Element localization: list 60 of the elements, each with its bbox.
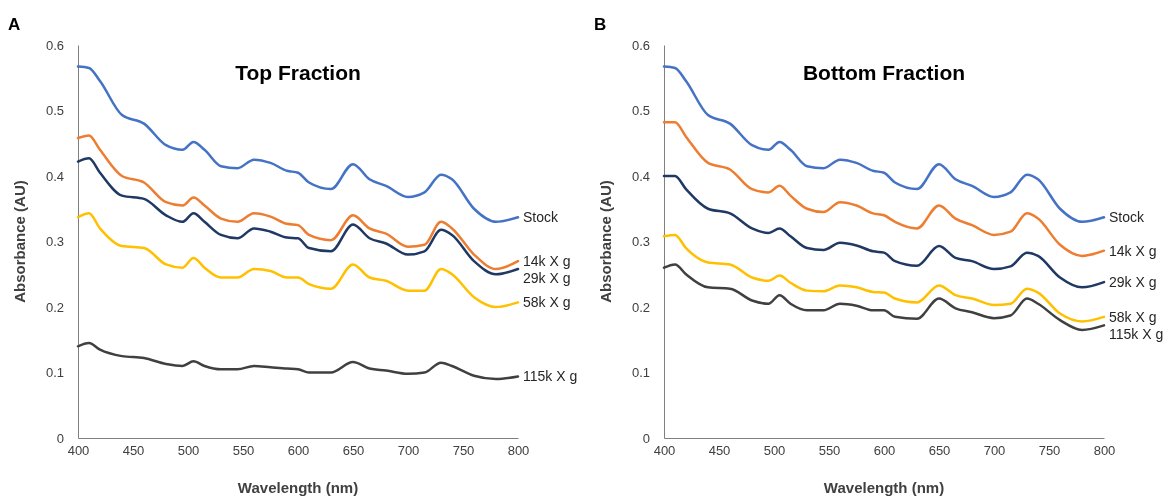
- x-tick-label: 700: [397, 443, 420, 459]
- series-label: 115k X g: [1109, 325, 1164, 342]
- x-tick-label: 800: [1093, 443, 1116, 459]
- x-tick-label: 450: [708, 443, 731, 459]
- y-tick-label: 0.1: [631, 365, 650, 381]
- series-label: 29k X g: [523, 270, 571, 287]
- x-axis-title: Wavelength (nm): [823, 479, 945, 496]
- series-label: Stock: [1109, 209, 1146, 226]
- line-series: [76, 134, 520, 271]
- x-tick-label: 400: [653, 443, 676, 459]
- y-tick-label: 0.2: [631, 299, 650, 315]
- y-tick-label: 0.3: [45, 234, 64, 250]
- y-tick-label: 0: [642, 430, 650, 446]
- y-tick-label: 0.3: [631, 234, 650, 250]
- x-tick-label: 550: [818, 443, 841, 459]
- text: Top Fraction: [235, 61, 361, 84]
- text: B: [594, 15, 607, 34]
- series-label: 115k X g: [523, 368, 578, 385]
- line-series: [662, 65, 1106, 224]
- x-tick-label: 750: [1038, 443, 1061, 459]
- y-tick-label: 0.4: [45, 168, 64, 184]
- x-tick-label: 450: [122, 443, 145, 459]
- line-series: [76, 341, 520, 381]
- line-series: [662, 121, 1106, 258]
- line-series: [662, 263, 1106, 332]
- y-tick-label: 0.4: [631, 168, 650, 184]
- series-label: 58k X g: [1109, 308, 1157, 325]
- x-tick-label: 500: [177, 443, 200, 459]
- x-tick-label: 700: [983, 443, 1006, 459]
- series-label: 29k X g: [1109, 274, 1157, 291]
- y-tick-label: 0.1: [45, 365, 64, 381]
- x-tick-label: 750: [452, 443, 475, 459]
- x-axis-title: Wavelength (nm): [237, 479, 359, 496]
- y-axis-title: Absorbance (AU): [11, 180, 28, 303]
- y-tick-label: 0.5: [45, 103, 64, 119]
- series-label: 14k X g: [1109, 242, 1157, 259]
- series-label: 58k X g: [523, 294, 571, 311]
- line-series: [662, 233, 1106, 323]
- y-tick-label: 0.6: [631, 37, 650, 53]
- x-tick-label: 650: [342, 443, 365, 459]
- x-tick-label: 600: [873, 443, 896, 459]
- x-tick-label: 650: [928, 443, 951, 459]
- x-tick-label: 550: [232, 443, 255, 459]
- y-tick-label: 0: [56, 430, 64, 446]
- text: A: [8, 15, 21, 34]
- series-label: 14k X g: [523, 253, 571, 270]
- x-tick-label: 400: [67, 443, 90, 459]
- line-series: [76, 212, 520, 309]
- y-axis-title: Absorbance (AU): [597, 180, 614, 303]
- y-tick-label: 0.2: [45, 299, 64, 315]
- line-series: [76, 157, 520, 276]
- text: Bottom Fraction: [802, 61, 966, 84]
- x-tick-label: 800: [507, 443, 530, 459]
- x-tick-label: 600: [287, 443, 310, 459]
- line-series: [662, 174, 1106, 289]
- y-tick-label: 0.5: [631, 103, 650, 119]
- x-tick-label: 500: [763, 443, 786, 459]
- y-tick-label: 0.6: [45, 37, 64, 53]
- series-label: Stock: [523, 209, 560, 226]
- line-series: [76, 65, 520, 224]
